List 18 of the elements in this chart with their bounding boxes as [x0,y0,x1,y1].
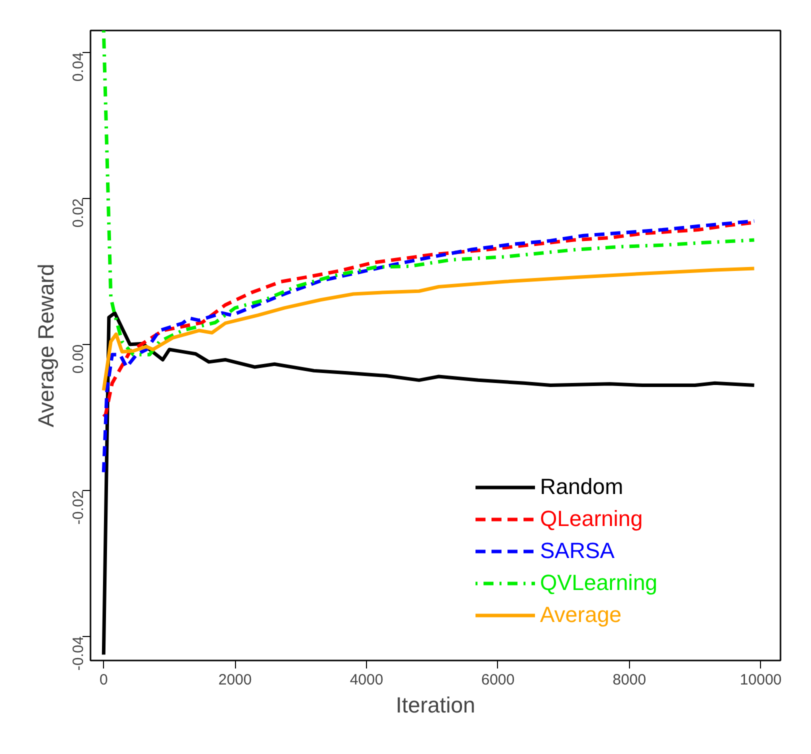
y-tick-label: 0.02 [70,198,87,228]
x-tick-label: 6000 [481,672,515,688]
legend-label: Random [540,473,624,501]
x-axis-title: Iteration [396,692,476,718]
legend-label: QLearning [540,505,643,533]
y-axis-title: Average Reward [34,264,58,428]
x-tick-label: 10000 [740,672,782,688]
x-tick-label: 8000 [612,672,646,688]
legend-label: QVLearning [540,569,658,597]
x-tick-label: 0 [99,672,108,688]
x-tick-label: 4000 [350,672,384,688]
y-tick-label: 0.00 [70,344,87,374]
legend-label: SARSA [540,537,615,565]
x-tick-label: 2000 [218,672,252,688]
y-tick-label: -0.04 [70,636,87,671]
y-tick-label: 0.04 [70,52,87,82]
legend-label: Average [540,601,622,629]
y-tick-label: -0.02 [70,490,87,525]
